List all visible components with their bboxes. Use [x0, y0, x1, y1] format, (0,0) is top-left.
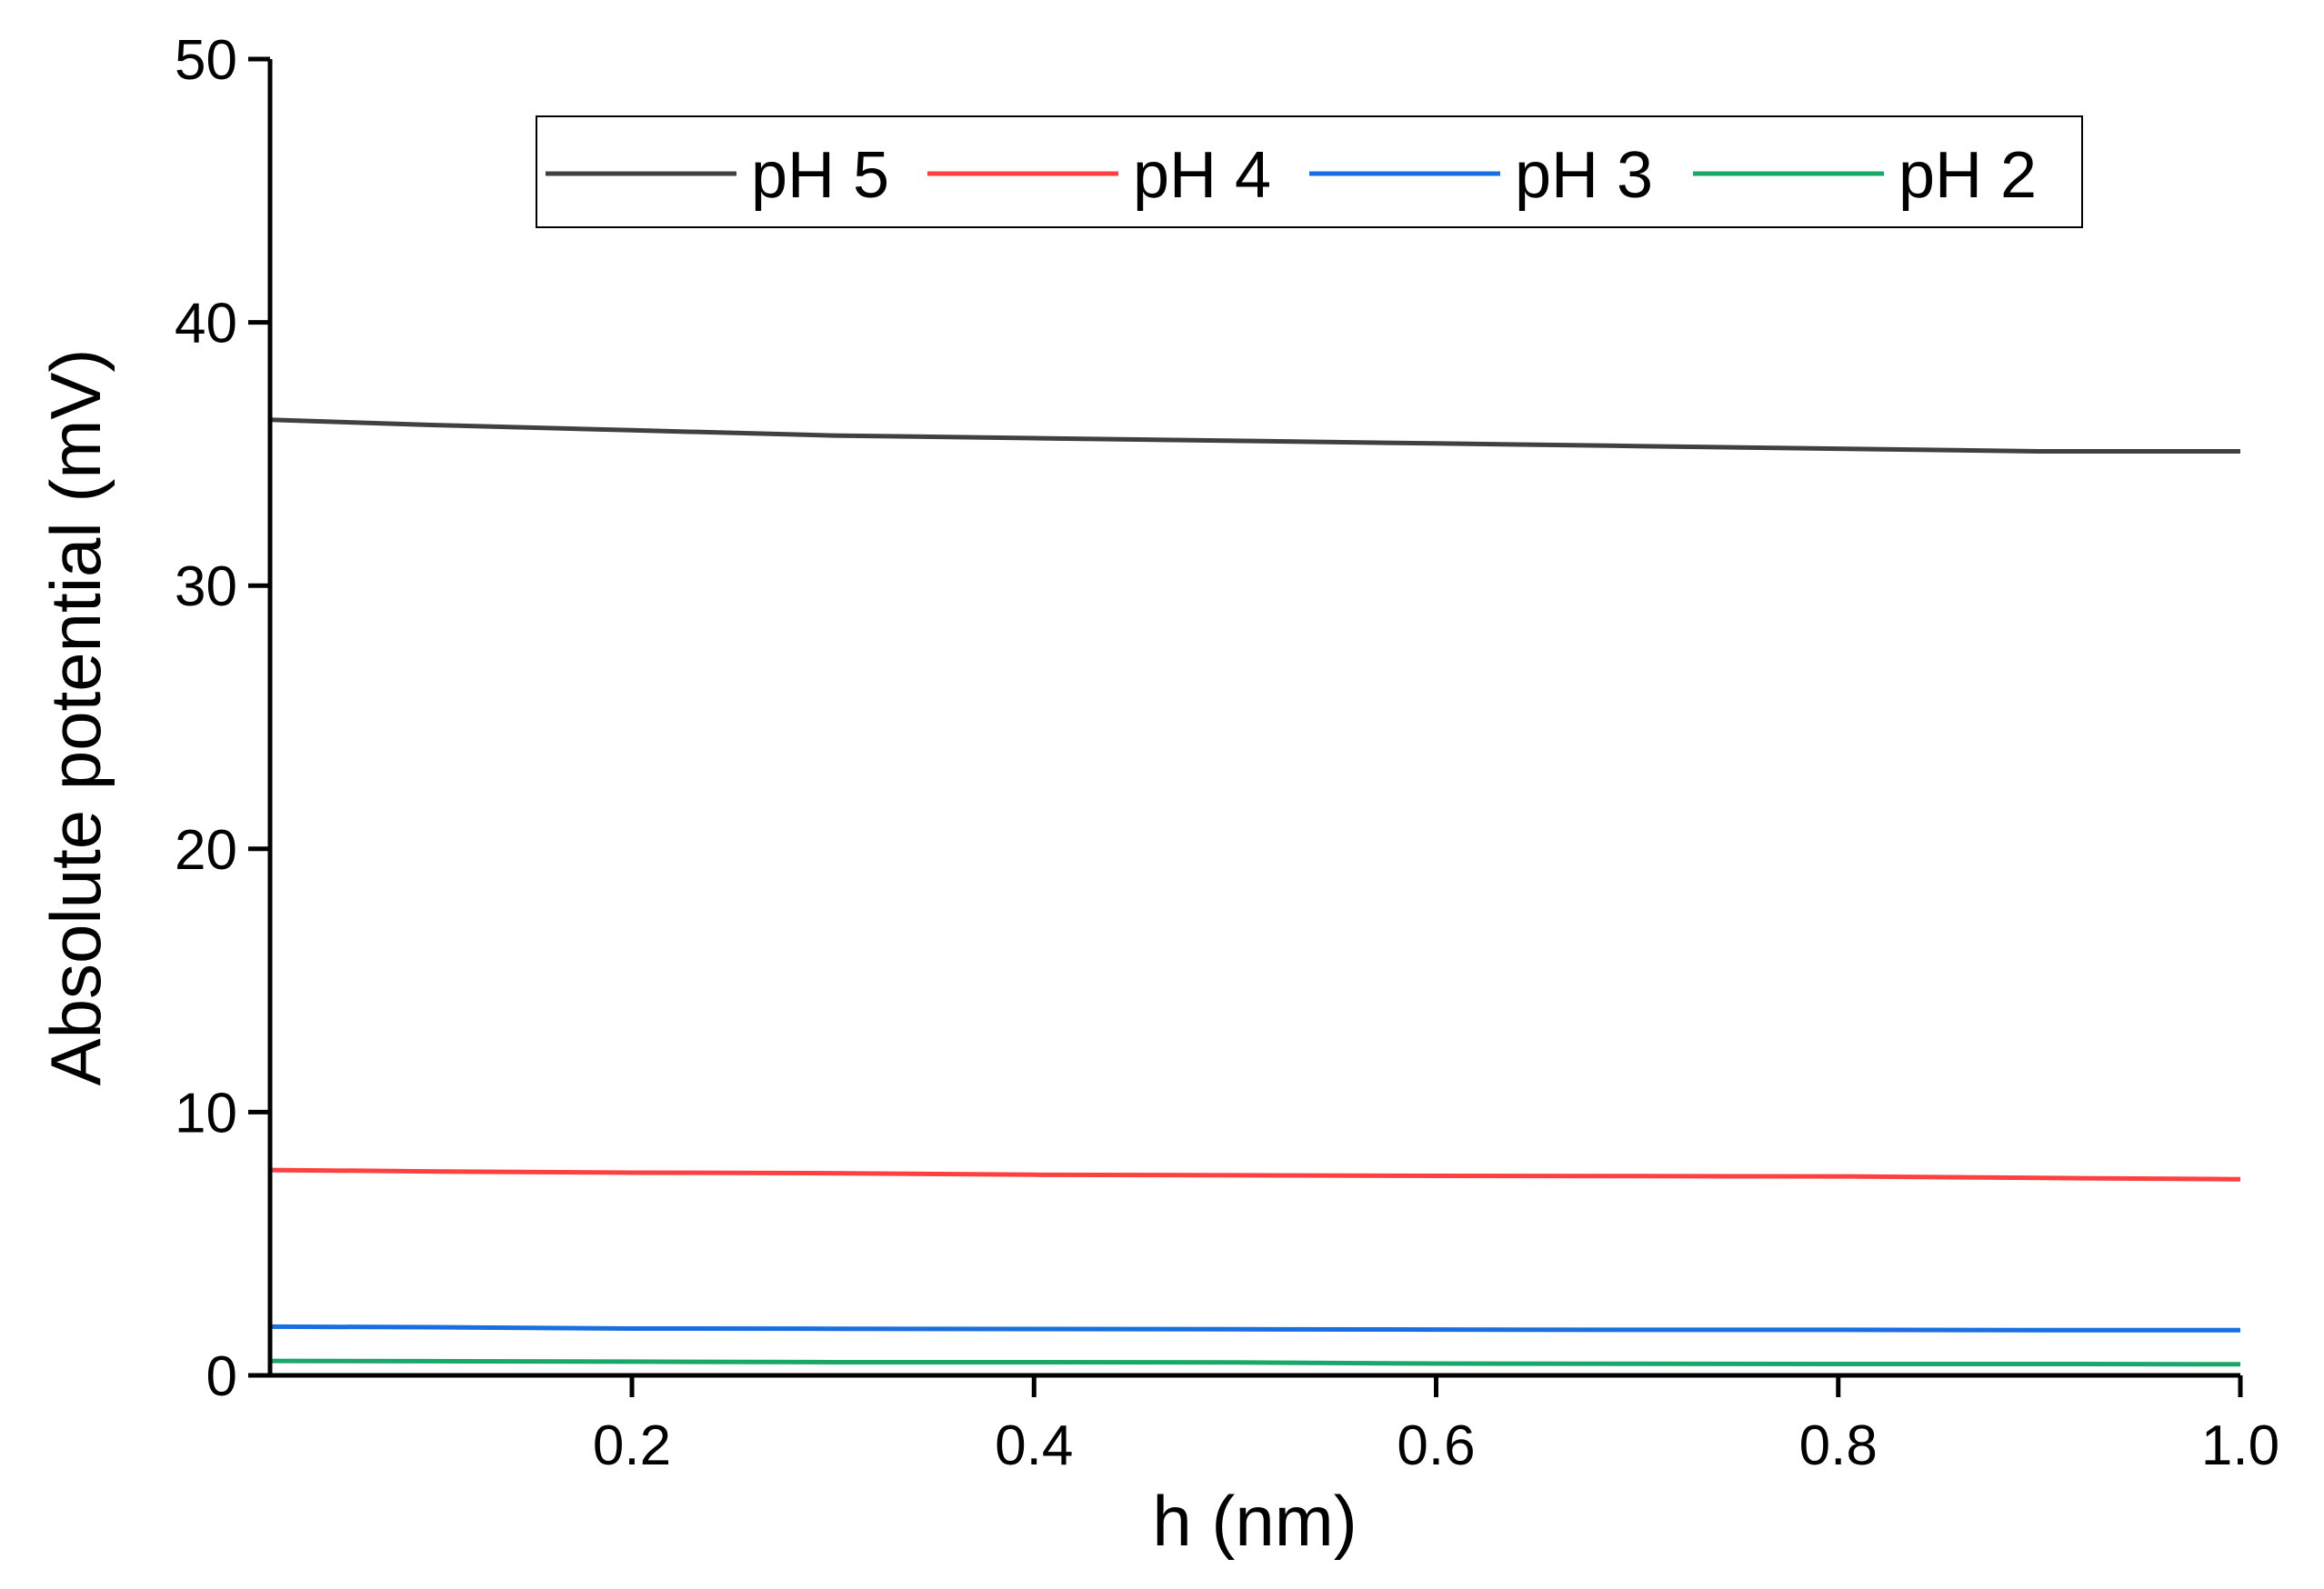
y-tick-label: 30	[175, 555, 237, 618]
legend-label: pH 5	[751, 139, 889, 212]
series-line-ph-4	[269, 1167, 2241, 1182]
series-line-ph-2	[269, 1358, 2241, 1367]
x-ticks: 0.2 0.4 0.6 0.8 1.0	[593, 1375, 2279, 1477]
y-ticks: 0 10 20 30 40 50	[175, 29, 270, 1408]
x-axis-title: h (nm)	[1152, 1481, 1357, 1561]
x-tick-label: 0.4	[995, 1414, 1073, 1477]
x-tick-label: 0.2	[593, 1414, 671, 1477]
plot-area	[269, 417, 2241, 1367]
y-tick-label: 0	[206, 1345, 237, 1408]
x-tick-label: 0.6	[1397, 1414, 1475, 1477]
legend-label: pH 3	[1515, 139, 1653, 212]
legend-label: pH 4	[1133, 139, 1271, 212]
series-line-ph-3	[269, 1324, 2240, 1333]
y-tick-label: 50	[175, 29, 237, 92]
axes	[267, 59, 2240, 1378]
legend: pH 5 pH 4 pH 3 pH 2	[536, 115, 2083, 228]
x-tick-label: 1.0	[2201, 1414, 2279, 1477]
y-tick-label: 40	[175, 293, 237, 355]
x-tick-label: 0.8	[1799, 1414, 1878, 1477]
y-tick-label: 10	[175, 1082, 237, 1144]
legend-label: pH 2	[1898, 139, 2037, 212]
y-tick-label: 20	[175, 819, 237, 882]
series-line-ph-5	[269, 417, 2240, 454]
y-axis-title: Absolute potential (mV)	[35, 349, 115, 1086]
